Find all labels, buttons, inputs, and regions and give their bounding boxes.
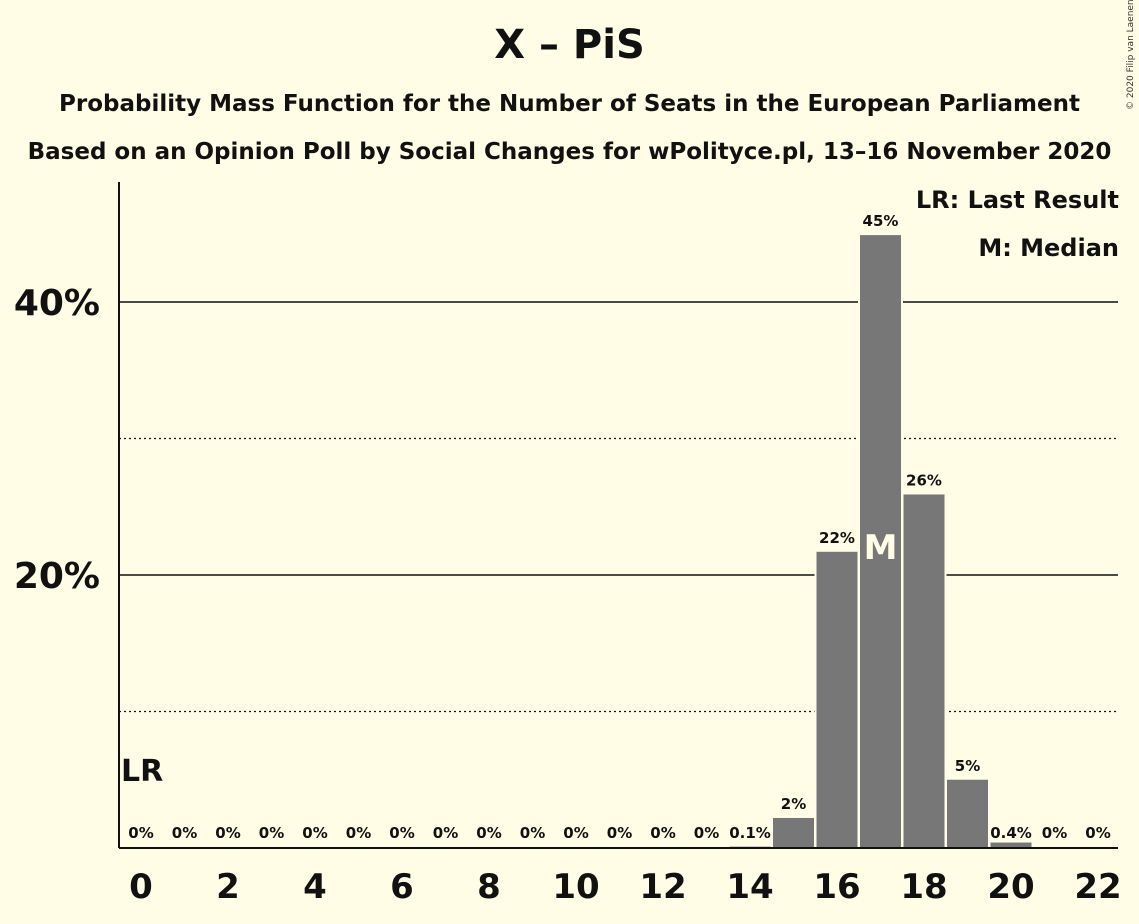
- data-label: 0%: [128, 824, 153, 842]
- legend-last-result: LR: Last Result: [915, 186, 1119, 214]
- bar-seat-16: [816, 551, 858, 847]
- data-label: 0%: [302, 824, 327, 842]
- x-tick-label: 20: [987, 867, 1034, 907]
- x-tick-label: 10: [552, 867, 599, 907]
- bar-seat-20: [990, 842, 1032, 847]
- data-label: 0%: [1042, 824, 1067, 842]
- data-label: 0.4%: [990, 824, 1032, 842]
- x-tick-label: 0: [129, 867, 153, 907]
- data-label: 2%: [781, 795, 806, 813]
- bar-seat-15: [773, 817, 814, 847]
- data-label: 22%: [819, 529, 855, 547]
- chart-source-subtitle: Based on an Opinion Poll by Social Chang…: [27, 139, 1112, 165]
- data-label: 0%: [259, 824, 284, 842]
- chart-subtitle: Probability Mass Function for the Number…: [59, 91, 1080, 117]
- data-label: 0%: [172, 824, 197, 842]
- chart-title: X – PiS: [494, 22, 645, 68]
- bar-seat-17: [860, 235, 901, 848]
- data-label: 0%: [346, 824, 371, 842]
- x-tick-label: 16: [813, 867, 860, 907]
- x-tick-label: 6: [390, 867, 414, 907]
- data-label: 0%: [650, 824, 675, 842]
- x-tick-label: 2: [216, 867, 240, 907]
- median-marker: M: [864, 528, 898, 568]
- data-label: 0%: [389, 824, 414, 842]
- data-label: 0%: [607, 824, 632, 842]
- data-label: 0%: [215, 824, 240, 842]
- x-tick-label: 18: [900, 867, 947, 907]
- data-label: 0%: [694, 824, 719, 842]
- x-tick-label: 14: [726, 867, 773, 907]
- data-label: 26%: [906, 471, 942, 489]
- data-label: 5%: [955, 757, 980, 775]
- last-result-marker: LR: [121, 754, 163, 789]
- data-label: 0%: [1085, 824, 1110, 842]
- legend-median: M: Median: [978, 234, 1119, 262]
- data-label: 0%: [520, 824, 545, 842]
- data-label: 0%: [563, 824, 588, 842]
- y-tick-label: 20%: [14, 556, 100, 597]
- bar-seat-19: [947, 779, 988, 847]
- y-tick-label: 40%: [14, 283, 100, 324]
- bar-halo: [727, 844, 773, 847]
- data-label: 0%: [433, 824, 458, 842]
- bar-seat-18: [903, 494, 945, 847]
- data-label: 0.1%: [729, 824, 771, 842]
- x-tick-label: 12: [639, 867, 686, 907]
- x-tick-label: 8: [477, 867, 501, 907]
- x-tick-label: 4: [303, 867, 327, 907]
- x-tick-label: 22: [1074, 867, 1121, 907]
- data-label: 45%: [863, 212, 899, 230]
- data-label: 0%: [476, 824, 501, 842]
